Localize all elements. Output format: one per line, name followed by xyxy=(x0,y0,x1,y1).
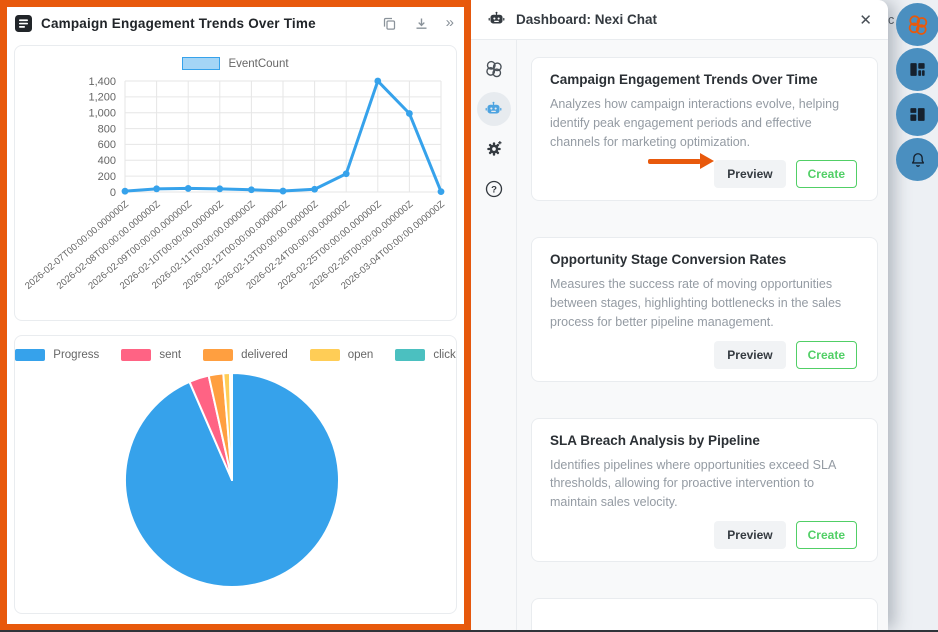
dashboard-grid-icon xyxy=(910,108,925,121)
pie-chart-card: Progress sent delivered open click xyxy=(14,335,457,614)
svg-text:800: 800 xyxy=(98,123,116,135)
layout-button[interactable] xyxy=(896,48,938,91)
card-title: Opportunity Stage Conversion Rates xyxy=(550,252,787,268)
card-title: Campaign Engagement Trends Over Time xyxy=(550,72,818,87)
layout-grid-icon xyxy=(910,63,925,76)
close-icon[interactable]: ✕ xyxy=(859,11,872,29)
gear-sparkle-icon xyxy=(486,141,501,156)
svg-text:1,400: 1,400 xyxy=(88,76,116,88)
collapse-chevrons-icon[interactable]: » xyxy=(445,13,454,31)
sidebar-item-settings[interactable] xyxy=(477,132,511,166)
panel-header: Campaign Engagement Trends Over Time » xyxy=(7,7,464,39)
help-icon: ? xyxy=(485,180,502,198)
preview-button[interactable]: Preview xyxy=(714,520,786,549)
insight-card-opportunity-stage: Opportunity Stage Conversion Rates Measu… xyxy=(531,237,878,382)
preview-button[interactable]: Preview xyxy=(714,160,786,189)
dialog-title: Dashboard: Nexi Chat xyxy=(516,12,658,27)
svg-text:1,200: 1,200 xyxy=(88,92,116,104)
dashboard-dialog: Dashboard: Nexi Chat ✕ xyxy=(471,0,888,631)
svg-text:?: ? xyxy=(491,185,497,196)
annotation-arrow xyxy=(648,153,714,169)
card-description: Analyzes how campaign interactions evolv… xyxy=(550,97,840,149)
dialog-header: Dashboard: Nexi Chat ✕ xyxy=(471,0,888,40)
svg-text:0: 0 xyxy=(110,187,116,199)
create-button[interactable]: Create xyxy=(795,520,857,549)
sidebar-item-help[interactable]: ? xyxy=(477,172,511,206)
campaign-trends-panel: Campaign Engagement Trends Over Time » xyxy=(0,0,471,631)
create-button[interactable]: Create xyxy=(795,160,857,189)
svg-text:1,000: 1,000 xyxy=(88,108,116,120)
download-icon[interactable] xyxy=(414,16,429,31)
line-chart-legend: EventCount xyxy=(15,56,456,71)
panel-title: Campaign Engagement Trends Over Time xyxy=(41,15,316,31)
copy-icon[interactable] xyxy=(382,16,397,31)
dialog-body: ? Campaign Engagement Trends Over Time A… xyxy=(471,40,888,630)
clover-logo-icon xyxy=(485,60,502,78)
dialog-sidebar: ? xyxy=(471,40,517,630)
preview-button[interactable]: Preview xyxy=(714,340,786,369)
dashboard-button[interactable] xyxy=(896,93,938,136)
card-description: Measures the success rate of moving oppo… xyxy=(550,277,842,329)
robot-icon xyxy=(488,11,505,24)
report-icon xyxy=(15,14,32,32)
svg-text:400: 400 xyxy=(98,155,116,167)
bell-icon xyxy=(911,152,924,167)
notifications-button[interactable] xyxy=(896,138,938,181)
robot-icon xyxy=(485,101,502,113)
insight-card-campaign-trends: Campaign Engagement Trends Over Time Ana… xyxy=(531,57,878,202)
card-description: Identifies pipelines where opportunities… xyxy=(550,457,836,510)
window-bottom-edge xyxy=(0,630,938,632)
insight-card-sla-breach: SLA Breach Analysis by Pipeline Identifi… xyxy=(531,417,878,562)
create-button[interactable]: Create xyxy=(795,340,857,369)
clover-logo-icon xyxy=(908,14,927,35)
svg-text:200: 200 xyxy=(98,171,116,183)
sidebar-item-logo[interactable] xyxy=(477,52,511,86)
panel-toolbar: » xyxy=(382,15,454,32)
sidebar-item-assistant[interactable] xyxy=(476,92,511,126)
line-chart-card: EventCount 0 200 400 600 800 1,000 1,200 1,400 20… xyxy=(14,45,457,321)
card-title: SLA Breach Analysis by Pipeline xyxy=(550,432,760,448)
dialog-content: Campaign Engagement Trends Over Time Ana… xyxy=(517,40,888,630)
insight-card-partial xyxy=(531,597,878,630)
app-logo-button[interactable] xyxy=(896,3,938,46)
svg-text:600: 600 xyxy=(98,139,116,151)
pie-chart-legend: Progress sent delivered open click xyxy=(15,348,456,362)
floating-button-column xyxy=(896,3,938,181)
